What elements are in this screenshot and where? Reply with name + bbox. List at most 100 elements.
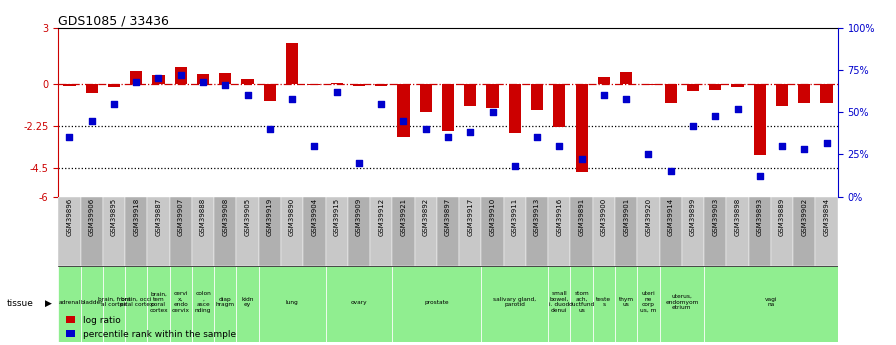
Bar [370,197,392,266]
Bar [108,84,120,87]
Bar [642,84,655,85]
Text: GSM39919: GSM39919 [267,198,272,236]
Text: GSM39911: GSM39911 [512,198,518,236]
Bar [192,197,214,266]
Text: adrenal: adrenal [58,299,81,305]
Bar [464,84,477,107]
Point [396,118,410,124]
Bar [237,266,259,342]
Text: GDS1085 / 33436: GDS1085 / 33436 [58,14,169,28]
Point [574,157,589,162]
Bar [331,83,343,84]
Text: vagi
na: vagi na [764,297,777,307]
Text: GSM39905: GSM39905 [245,198,251,236]
Text: GSM39888: GSM39888 [200,198,206,236]
Point [307,143,322,149]
Text: diap
hragm: diap hragm [216,297,235,307]
Bar [620,72,633,84]
Bar [325,197,348,266]
Bar [481,197,504,266]
Bar [798,84,811,103]
Bar [348,197,370,266]
Text: GSM39917: GSM39917 [468,198,473,236]
Point [820,140,834,145]
Bar [192,266,214,342]
Text: GSM39894: GSM39894 [823,198,830,236]
Bar [286,43,298,84]
Bar [353,84,365,86]
Point [196,79,211,85]
Point [352,160,366,166]
Bar [415,197,437,266]
Bar [659,197,682,266]
Point [174,72,188,78]
Bar [793,197,815,266]
Bar [659,266,704,342]
Bar [481,266,548,342]
Text: GSM39889: GSM39889 [780,198,785,236]
Point [240,92,254,98]
Bar [308,84,321,85]
Text: salivary gland,
parotid: salivary gland, parotid [494,297,537,307]
Bar [598,77,610,84]
Text: GSM39903: GSM39903 [712,198,719,236]
Text: uteri
ne
corp
us, m: uteri ne corp us, m [641,292,657,313]
Text: kidn
ey: kidn ey [241,297,254,307]
Bar [593,197,615,266]
Text: ovary: ovary [350,299,367,305]
Bar [214,197,237,266]
Bar [442,84,454,131]
Bar [571,197,593,266]
Bar [85,84,98,93]
Bar [548,197,571,266]
Text: ▶: ▶ [45,299,52,308]
Text: GSM39909: GSM39909 [356,198,362,236]
Point [330,89,344,95]
Text: GSM39900: GSM39900 [601,198,607,236]
Bar [147,197,169,266]
Point [619,96,633,101]
Bar [392,266,481,342]
Bar [665,84,676,103]
Point [218,82,232,88]
Bar [531,84,543,110]
Point [642,152,656,157]
Text: brain,
tem
poral
cortex: brain, tem poral cortex [149,292,168,313]
Text: brain, occi
pital cortex: brain, occi pital cortex [119,297,153,307]
Bar [392,197,415,266]
Bar [575,84,588,172]
Point [441,135,455,140]
Text: GSM39906: GSM39906 [89,198,95,236]
Text: GSM39907: GSM39907 [177,198,184,236]
Bar [103,266,125,342]
Point [84,118,99,124]
Bar [281,197,303,266]
Point [530,135,544,140]
Bar [125,197,147,266]
Text: GSM39918: GSM39918 [134,198,139,236]
Point [753,174,767,179]
Bar [375,84,387,86]
Bar [175,67,187,84]
Text: GSM39902: GSM39902 [801,198,807,236]
Bar [197,73,209,84]
Text: colon
,
asce
nding: colon , asce nding [194,292,211,313]
Bar [709,84,721,90]
Point [664,169,678,174]
Point [685,123,700,128]
Point [263,126,277,132]
Text: lung: lung [286,299,298,305]
Bar [504,197,526,266]
Bar [169,197,192,266]
Text: stom
ach,
ductfund
us: stom ach, ductfund us [568,292,595,313]
Bar [220,73,231,84]
Point [730,106,745,111]
Text: brain, front
al cortex: brain, front al cortex [98,297,130,307]
Text: GSM39921: GSM39921 [401,198,407,236]
Bar [553,84,565,127]
Bar [637,197,659,266]
Bar [637,266,659,342]
Text: prostate: prostate [425,299,449,305]
Bar [704,266,838,342]
Bar [704,197,727,266]
